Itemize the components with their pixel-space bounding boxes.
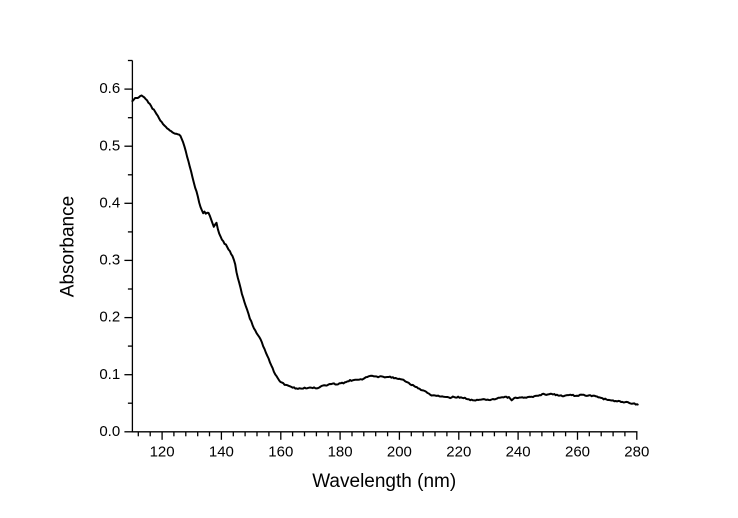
svg-text:Absorbance: Absorbance	[58, 196, 79, 297]
svg-text:0.5: 0.5	[99, 137, 120, 154]
svg-text:280: 280	[624, 443, 649, 460]
svg-text:0.6: 0.6	[99, 80, 120, 97]
svg-text:200: 200	[387, 443, 412, 460]
svg-text:0.2: 0.2	[99, 309, 120, 326]
svg-text:260: 260	[565, 443, 590, 460]
svg-text:140: 140	[209, 443, 234, 460]
svg-text:0.1: 0.1	[99, 366, 120, 383]
svg-text:160: 160	[268, 443, 293, 460]
svg-text:120: 120	[150, 443, 175, 460]
svg-text:180: 180	[328, 443, 353, 460]
svg-text:240: 240	[506, 443, 531, 460]
svg-text:Wavelength (nm): Wavelength (nm)	[312, 471, 456, 492]
svg-text:220: 220	[446, 443, 471, 460]
svg-text:0.0: 0.0	[99, 423, 120, 440]
svg-text:0.3: 0.3	[99, 252, 120, 269]
svg-text:0.4: 0.4	[99, 194, 120, 211]
